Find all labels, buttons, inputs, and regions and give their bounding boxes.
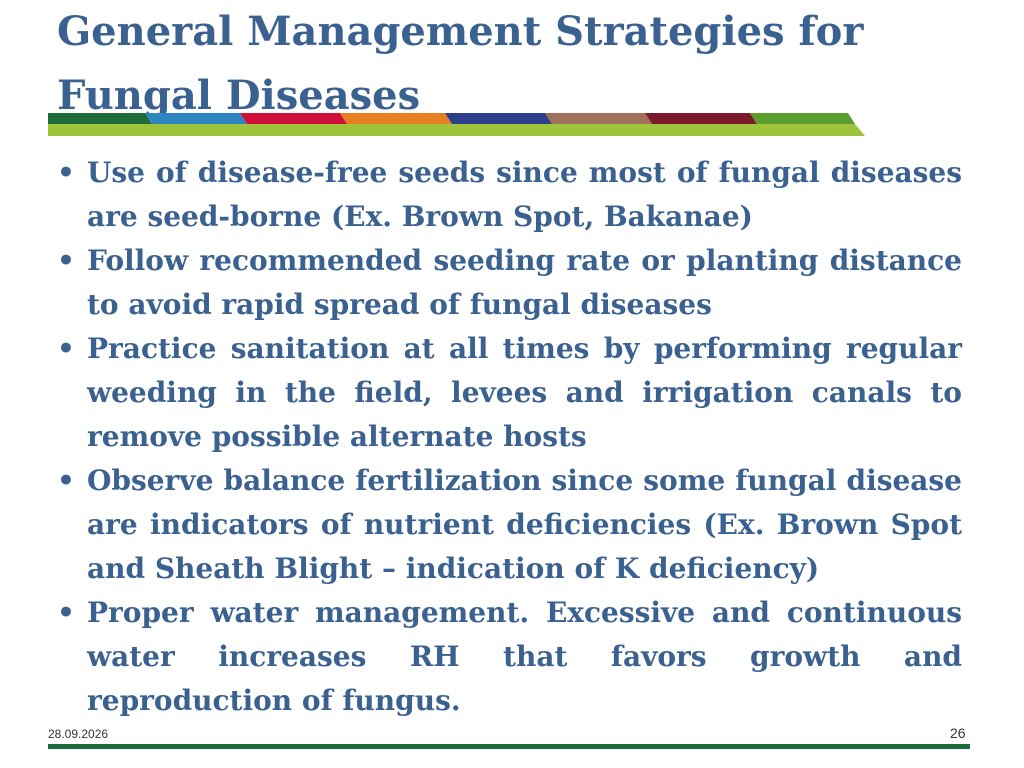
bullet-item: • Practice sanitation at all times by per… <box>57 327 962 459</box>
bullet-text: Follow recommended seeding rate or plant… <box>87 244 962 321</box>
footer-date: 28.09.2026 <box>48 727 109 741</box>
bullet-item: • Observe balance fertilization since som… <box>57 459 962 591</box>
bullet-text: Use of disease-free seeds since most of … <box>87 156 962 233</box>
bullet-dot: • <box>57 244 75 277</box>
footer-divider <box>48 744 970 749</box>
page-number: 26 <box>950 725 966 741</box>
bullet-dot: • <box>57 464 75 497</box>
bullet-text: Proper water management. Excessive and c… <box>87 596 962 717</box>
bullet-dot: • <box>57 156 75 189</box>
bullet-list: • Use of disease-free seeds since most of… <box>57 151 962 723</box>
slide-title: General Management Strategies for Fungal… <box>57 8 864 119</box>
bullet-dot: • <box>57 596 75 629</box>
bullet-dot: • <box>57 332 75 365</box>
bullet-text: Practice sanitation at all times by perf… <box>87 332 962 453</box>
bullet-item: • Proper water management. Excessive and … <box>57 591 962 723</box>
bullet-item: • Follow recommended seeding rate or plan… <box>57 239 962 327</box>
bullet-text: Observe balance fertilization since some… <box>87 464 962 585</box>
bullet-item: • Use of disease-free seeds since most of… <box>57 151 962 239</box>
